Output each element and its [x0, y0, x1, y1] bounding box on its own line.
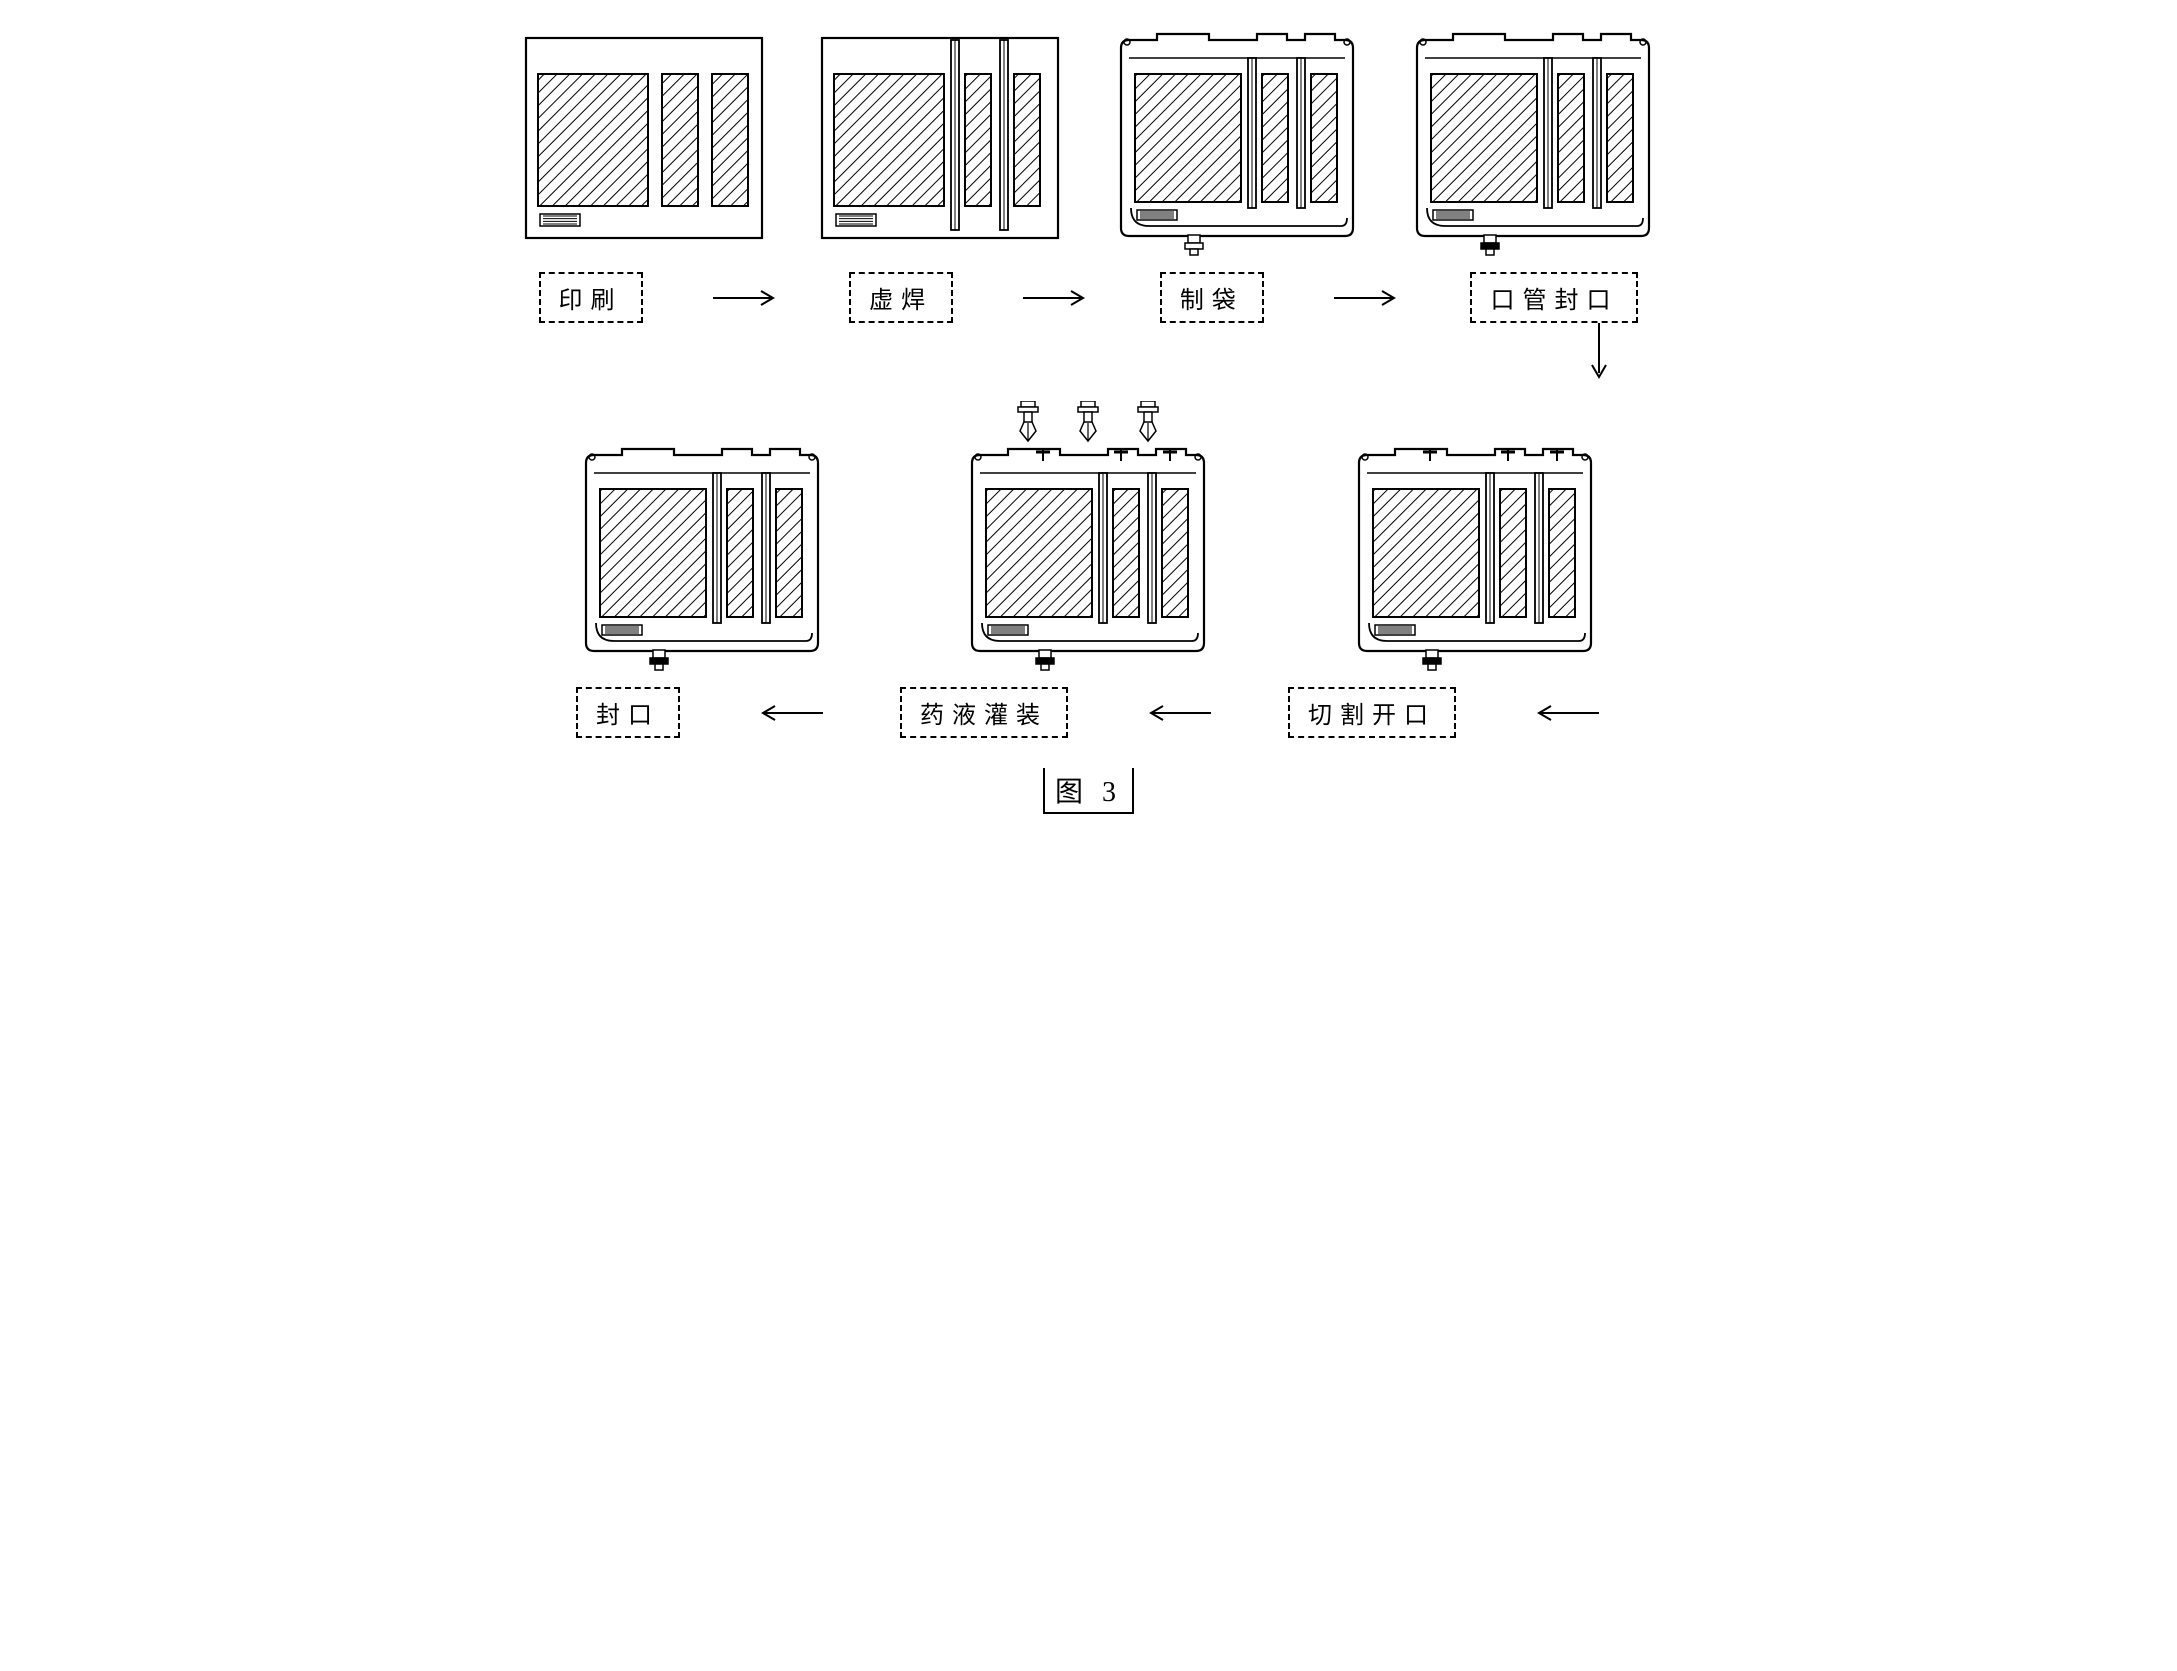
bottom-panel-row — [509, 401, 1669, 673]
panel-5 — [1340, 445, 1610, 673]
panel-1 — [509, 30, 779, 258]
top-panel-row — [509, 30, 1669, 258]
panel-2 — [805, 30, 1075, 258]
arrow-left-icon — [1143, 703, 1213, 723]
bottom-label-row: 封口 药液灌装 切割开口 — [509, 687, 1669, 738]
arrow-right-icon — [1021, 288, 1091, 308]
fill-nozzle-icon — [1015, 401, 1161, 443]
arrow-right-icon — [1332, 288, 1402, 308]
arrow-left-icon — [1531, 703, 1601, 723]
arrow-left-icon — [755, 703, 825, 723]
step-cut: 切割开口 — [1288, 687, 1456, 738]
top-label-row: 印刷 虚焊 制袋 口管封口 — [509, 272, 1669, 323]
panel-6 — [953, 401, 1223, 673]
connector-down — [509, 323, 1669, 383]
step-print: 印刷 — [539, 272, 643, 323]
figure-caption: 图 3 — [509, 768, 1669, 814]
arrow-right-icon — [711, 288, 781, 308]
panel-4 — [1398, 30, 1668, 258]
step-tack: 虚焊 — [849, 272, 953, 323]
process-flow-diagram: 印刷 虚焊 制袋 口管封口 封口 药液灌装 切割开口 图 3 — [509, 30, 1669, 814]
panel-3 — [1102, 30, 1372, 258]
step-bag: 制袋 — [1160, 272, 1264, 323]
step-fill: 药液灌装 — [900, 687, 1068, 738]
step-seal: 封口 — [576, 687, 680, 738]
panel-7 — [567, 445, 837, 673]
step-tube-seal: 口管封口 — [1470, 272, 1638, 323]
